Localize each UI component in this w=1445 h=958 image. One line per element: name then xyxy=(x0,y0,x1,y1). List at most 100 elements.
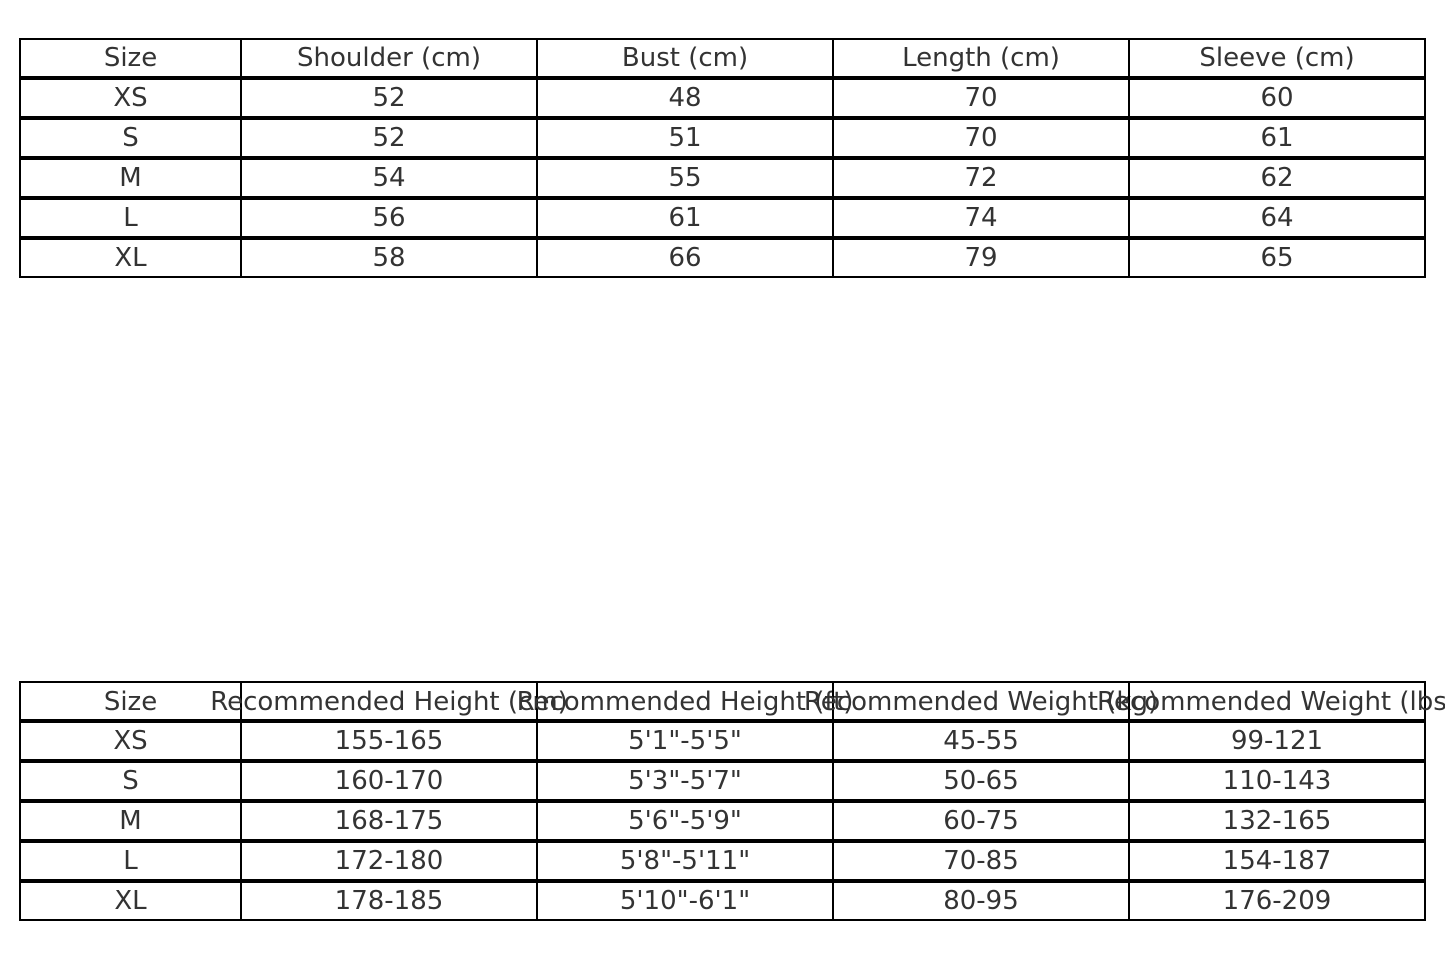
column-header: Length (cm) xyxy=(832,38,1130,78)
cell-text: 51 xyxy=(668,123,702,153)
table-row: L 56 61 74 64 xyxy=(19,198,1426,239)
cell-text: 99-121 xyxy=(1230,726,1324,756)
table-cell: 62 xyxy=(1128,158,1426,198)
table-cell: 5'8"-5'11" xyxy=(536,841,834,881)
cell-text: 60 xyxy=(1260,83,1294,113)
table-cell: 70 xyxy=(832,118,1130,158)
table-cell: 52 xyxy=(240,118,538,158)
cell-text: Bust (cm) xyxy=(621,43,749,73)
cell-text: XL xyxy=(114,886,147,916)
cell-text: 45-55 xyxy=(943,726,1019,756)
table-cell: 64 xyxy=(1128,198,1426,238)
cell-text: M xyxy=(119,163,142,193)
cell-text: 168-175 xyxy=(334,806,444,836)
cell-text: 132-165 xyxy=(1222,806,1332,836)
table-cell: 168-175 xyxy=(240,801,538,841)
cell-text: S xyxy=(122,123,139,153)
cell-text: Sleeve (cm) xyxy=(1199,43,1355,73)
table-cell: 110-143 xyxy=(1128,761,1426,801)
column-header: Recommended Height (cm) xyxy=(210,681,568,721)
table-cell: 5'6"-5'9" xyxy=(536,801,834,841)
cell-text: Length (cm) xyxy=(902,43,1060,73)
cell-text: Recommended Weight (kg) xyxy=(803,687,1159,717)
column-header: Shoulder (cm) xyxy=(240,38,538,78)
column-header: Size xyxy=(19,38,242,78)
table-cell: L xyxy=(19,841,242,881)
cell-text: Shoulder (cm) xyxy=(297,43,481,73)
cell-text: 74 xyxy=(964,203,998,233)
column-header: Recommended Weight (kg) xyxy=(804,681,1158,721)
cell-text: 61 xyxy=(668,203,702,233)
table-cell: 5'10"-6'1" xyxy=(536,881,834,921)
column-header: Size xyxy=(19,681,242,721)
cell-text: Recommended Height (ft) xyxy=(516,687,854,717)
table-cell: 74 xyxy=(832,198,1130,238)
table-cell: 176-209 xyxy=(1128,881,1426,921)
table-cell: 66 xyxy=(536,238,834,278)
table-cell: 154-187 xyxy=(1128,841,1426,881)
table-row: XL 58 66 79 65 xyxy=(19,238,1426,279)
cell-text: 60-75 xyxy=(943,806,1019,836)
cell-text: XL xyxy=(114,243,147,273)
cell-text: 54 xyxy=(372,163,406,193)
table-row: XS 155-165 5'1"-5'5" 45-55 99-121 xyxy=(19,721,1426,762)
table-row: S 52 51 70 61 xyxy=(19,118,1426,159)
table-cell: 60-75 xyxy=(832,801,1130,841)
cell-text: 58 xyxy=(372,243,406,273)
table-cell: 60 xyxy=(1128,78,1426,118)
cell-text: 155-165 xyxy=(334,726,444,756)
cell-text: 70 xyxy=(964,123,998,153)
table-cell: 50-65 xyxy=(832,761,1130,801)
cell-text: 52 xyxy=(372,83,406,113)
cell-text: 70 xyxy=(964,83,998,113)
table-cell: XL xyxy=(19,238,242,278)
table-row: XS 52 48 70 60 xyxy=(19,78,1426,119)
table-cell: 80-95 xyxy=(832,881,1130,921)
table-row: M 168-175 5'6"-5'9" 60-75 132-165 xyxy=(19,801,1426,842)
cell-text: 110-143 xyxy=(1222,766,1332,796)
table-cell: 61 xyxy=(1128,118,1426,158)
recommendation-table: Size Recommended Height (cm) Recommended H… xyxy=(19,681,1445,922)
table-cell: 178-185 xyxy=(240,881,538,921)
cell-text: 55 xyxy=(668,163,702,193)
table-cell: 5'1"-5'5" xyxy=(536,721,834,761)
cell-text: 172-180 xyxy=(334,846,444,876)
cell-text: 5'10"-6'1" xyxy=(619,886,751,916)
cell-text: 5'6"-5'9" xyxy=(628,806,742,836)
table-cell: L xyxy=(19,198,242,238)
table-cell: 132-165 xyxy=(1128,801,1426,841)
table-cell: 79 xyxy=(832,238,1130,278)
table-cell: 52 xyxy=(240,78,538,118)
cell-text: Recommended Weight (lbs) xyxy=(1097,687,1445,717)
cell-text: 70-85 xyxy=(943,846,1019,876)
header-row: Size Recommended Height (cm) Recommended H… xyxy=(19,681,1445,722)
column-header: Recommended Height (ft) xyxy=(517,681,853,721)
table-cell: 155-165 xyxy=(240,721,538,761)
table-cell: 56 xyxy=(240,198,538,238)
cell-text: 48 xyxy=(668,83,702,113)
table-cell: 51 xyxy=(536,118,834,158)
header-row: Size Shoulder (cm) Bust (cm) Length (cm) Sle… xyxy=(19,38,1426,79)
cell-text: 79 xyxy=(964,243,998,273)
cell-text: 154-187 xyxy=(1222,846,1332,876)
cell-text: 5'8"-5'11" xyxy=(619,846,751,876)
cell-text: L xyxy=(123,846,138,876)
cell-text: 80-95 xyxy=(943,886,1019,916)
table-cell: 55 xyxy=(536,158,834,198)
table-cell: M xyxy=(19,158,242,198)
table-cell: XS xyxy=(19,721,242,761)
cell-text: 178-185 xyxy=(334,886,444,916)
measurements-table: Size Shoulder (cm) Bust (cm) Length (cm) Sle… xyxy=(19,38,1426,279)
cell-text: 50-65 xyxy=(943,766,1019,796)
cell-text: 64 xyxy=(1260,203,1294,233)
table-cell: 58 xyxy=(240,238,538,278)
table-cell: S xyxy=(19,761,242,801)
cell-text: 5'1"-5'5" xyxy=(628,726,742,756)
cell-text: Size xyxy=(103,43,158,73)
table-cell: XS xyxy=(19,78,242,118)
column-header: Bust (cm) xyxy=(536,38,834,78)
cell-text: 61 xyxy=(1260,123,1294,153)
table-cell: XL xyxy=(19,881,242,921)
table-cell: M xyxy=(19,801,242,841)
cell-text: 65 xyxy=(1260,243,1294,273)
